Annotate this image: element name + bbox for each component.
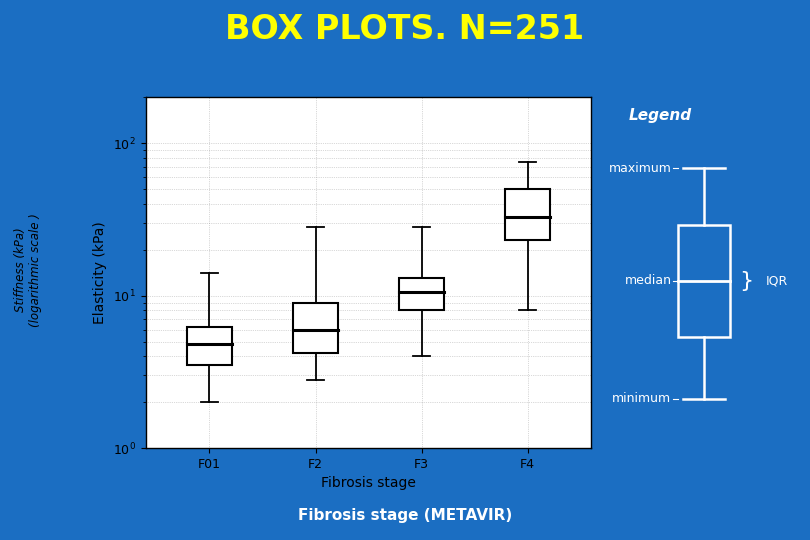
- Bar: [678, 225, 730, 337]
- Text: median: median: [625, 274, 671, 287]
- Bar: [399, 278, 444, 310]
- Text: Fibrosis stage (METAVIR): Fibrosis stage (METAVIR): [298, 508, 512, 523]
- Text: }: }: [740, 271, 753, 291]
- Text: Stiffness (kPa)
(logarithmic scale ): Stiffness (kPa) (logarithmic scale ): [15, 213, 42, 327]
- Text: minimum: minimum: [612, 392, 671, 405]
- Text: Legend: Legend: [629, 108, 692, 123]
- Bar: [505, 189, 550, 240]
- Bar: [293, 302, 338, 353]
- Y-axis label: Elasticity (kPa): Elasticity (kPa): [93, 221, 108, 324]
- Text: BOX PLOTS. N=251: BOX PLOTS. N=251: [225, 13, 585, 46]
- X-axis label: Fibrosis stage: Fibrosis stage: [321, 476, 416, 490]
- Text: maximum: maximum: [608, 162, 671, 175]
- Text: IQR: IQR: [765, 274, 787, 287]
- Bar: [187, 327, 232, 365]
